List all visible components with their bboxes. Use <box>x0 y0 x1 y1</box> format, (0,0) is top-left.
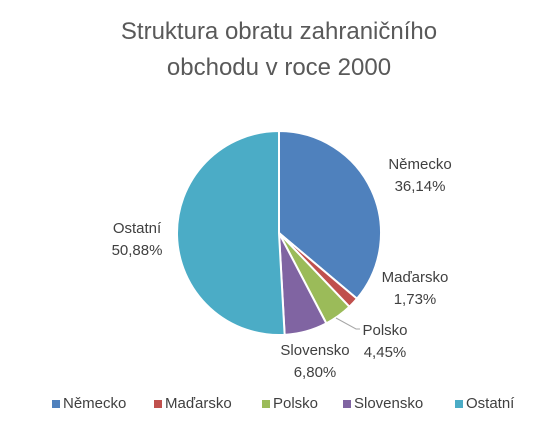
data-label-name: Slovensko <box>280 342 349 359</box>
data-label-value: 1,73% <box>394 291 437 308</box>
leader-line <box>335 317 360 330</box>
data-label: Německo 36,14% <box>388 156 451 195</box>
legend-swatch <box>154 400 162 408</box>
legend-swatch <box>343 400 351 408</box>
data-label: Slovensko 6,80% <box>280 342 349 381</box>
data-label-name: Polsko <box>362 322 407 339</box>
legend-label: Slovensko <box>354 395 423 412</box>
data-label-value: 50,88% <box>112 242 163 259</box>
data-label: Maďarsko 1,73% <box>382 269 449 308</box>
data-label: Polsko 4,45% <box>362 322 407 361</box>
data-label-name: Německo <box>388 156 451 173</box>
pie-slice <box>176 129 286 336</box>
legend-swatch <box>455 400 463 408</box>
data-label: Ostatní 50,88% <box>112 220 163 259</box>
data-label-name: Ostatní <box>113 220 162 237</box>
data-label-value: 4,45% <box>364 344 407 361</box>
legend-label: Německo <box>63 395 126 412</box>
legend-swatch <box>262 400 270 408</box>
legend-swatch <box>52 400 60 408</box>
legend-label: Maďarsko <box>165 395 232 412</box>
chart-title: Struktura obratu zahraničního obchodu v … <box>120 18 438 81</box>
pie-slice <box>278 129 382 301</box>
legend-label: Ostatní <box>466 395 515 412</box>
data-label-name: Maďarsko <box>382 269 449 286</box>
legend-label: Polsko <box>273 395 318 412</box>
data-label-value: 36,14% <box>395 178 446 195</box>
data-label-value: 6,80% <box>294 364 337 381</box>
